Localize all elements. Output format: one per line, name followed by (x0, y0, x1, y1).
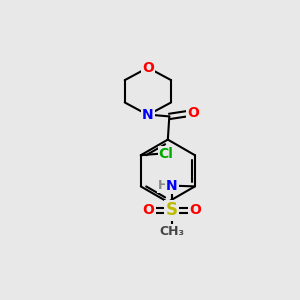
Text: N: N (142, 108, 154, 122)
Text: N: N (142, 108, 154, 122)
Text: O: O (142, 203, 154, 217)
Text: O: O (189, 203, 201, 217)
Text: O: O (142, 61, 154, 75)
Text: CH₃: CH₃ (159, 225, 184, 238)
Text: S: S (166, 201, 178, 219)
Text: N: N (166, 179, 178, 193)
Text: H: H (158, 179, 169, 192)
Text: Cl: Cl (159, 147, 173, 161)
Text: O: O (187, 106, 199, 120)
